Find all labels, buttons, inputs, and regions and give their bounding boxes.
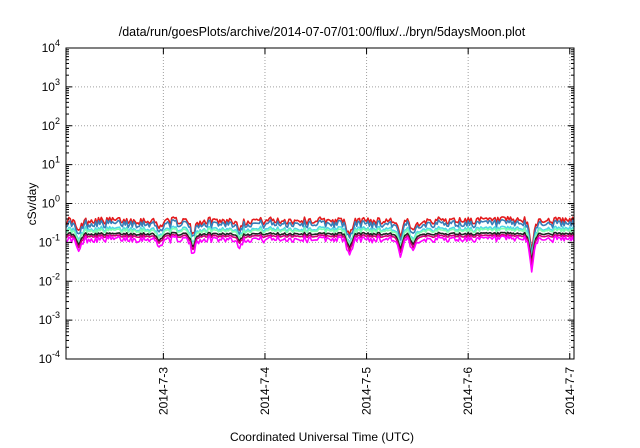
series-line-2 — [65, 218, 575, 256]
x-tick-label: 2014-7-5 — [360, 367, 374, 415]
plot-frame — [65, 47, 575, 360]
series-group — [65, 215, 575, 273]
y-tick-label: 102 — [42, 116, 60, 133]
axis-ticks — [66, 47, 574, 360]
chart-title: /data/run/goesPlots/archive/2014-07-07/0… — [119, 25, 526, 39]
y-axis-tick-labels: 10-4 10-3 10-2 10-1 100 101 102 103 104 — [39, 38, 60, 366]
y-tick-label: 104 — [42, 38, 60, 55]
series-line-5 — [65, 231, 575, 263]
grid — [66, 48, 574, 359]
y-tick-label: 10-1 — [39, 232, 60, 249]
series-line-4 — [65, 227, 575, 262]
x-tick-label: 2014-7-3 — [156, 367, 170, 415]
x-axis-tick-labels: 2014-7-3 2014-7-4 2014-7-5 2014-7-6 2014-7-7 — [156, 367, 576, 415]
y-tick-label: 103 — [42, 77, 60, 94]
series-line-3 — [65, 225, 575, 259]
y-tick-label: 10-2 — [39, 271, 60, 288]
series-line-7 — [65, 235, 575, 273]
y-tick-label: 10-3 — [39, 310, 60, 327]
x-tick-label: 2014-7-6 — [461, 367, 475, 415]
x-tick-label: 2014-7-4 — [258, 367, 272, 415]
x-tick-label: 2014-7-7 — [563, 367, 577, 415]
x-axis-label: Coordinated Universal Time (UTC) — [230, 430, 414, 444]
series-line-6 — [65, 233, 575, 266]
y-tick-label: 101 — [42, 155, 60, 172]
y-axis-label: cSv/day — [25, 183, 39, 226]
series-line-1 — [65, 215, 575, 252]
y-tick-label: 10-4 — [39, 349, 60, 366]
y-tick-label: 100 — [42, 194, 60, 211]
